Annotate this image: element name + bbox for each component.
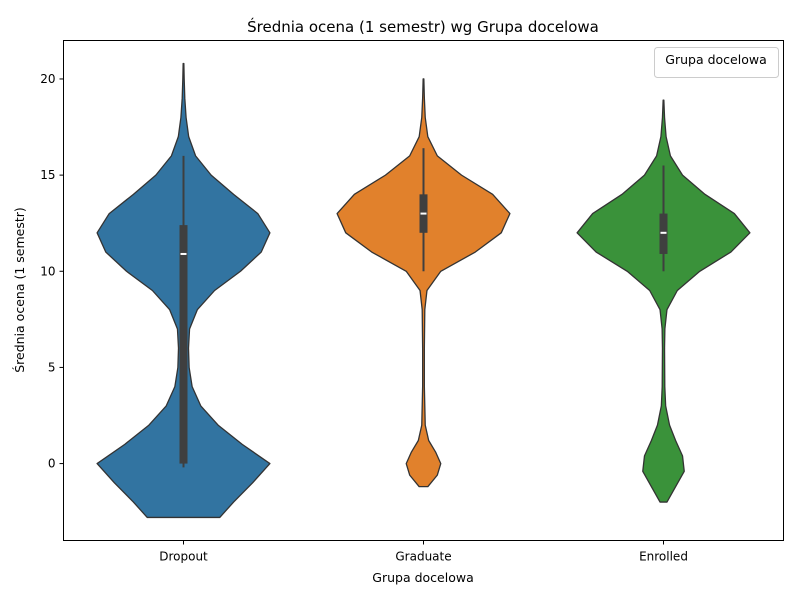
violin-body-graduate — [336, 78, 511, 488]
y-tick-label: 15 — [40, 168, 55, 182]
y-axis-title: Średnia ocena (1 semestr) — [12, 207, 27, 373]
y-tick-label: 5 — [48, 360, 56, 374]
x-tick-label: Enrolled — [639, 550, 688, 564]
chart-title: Średnia ocena (1 semestr) wg Grupa docel… — [247, 17, 599, 36]
violin-body-enrolled — [576, 99, 751, 503]
y-tick-label: 20 — [40, 72, 55, 86]
iqr-box-dropout — [179, 225, 188, 464]
y-axis: 0 5 10 15 20 — [40, 72, 64, 471]
x-tick-label: Dropout — [159, 550, 208, 564]
y-tick-label: 0 — [48, 457, 56, 471]
y-tick-label: 10 — [40, 264, 55, 278]
legend: Grupa docelowa — [654, 47, 779, 78]
x-tick-label: Graduate — [395, 550, 451, 564]
violin-layer — [96, 62, 751, 519]
legend-box — [654, 47, 779, 78]
legend-title: Grupa docelowa — [665, 52, 766, 67]
x-axis-title: Grupa docelowa — [372, 570, 473, 585]
x-axis: Dropout Graduate Enrolled — [159, 540, 688, 564]
